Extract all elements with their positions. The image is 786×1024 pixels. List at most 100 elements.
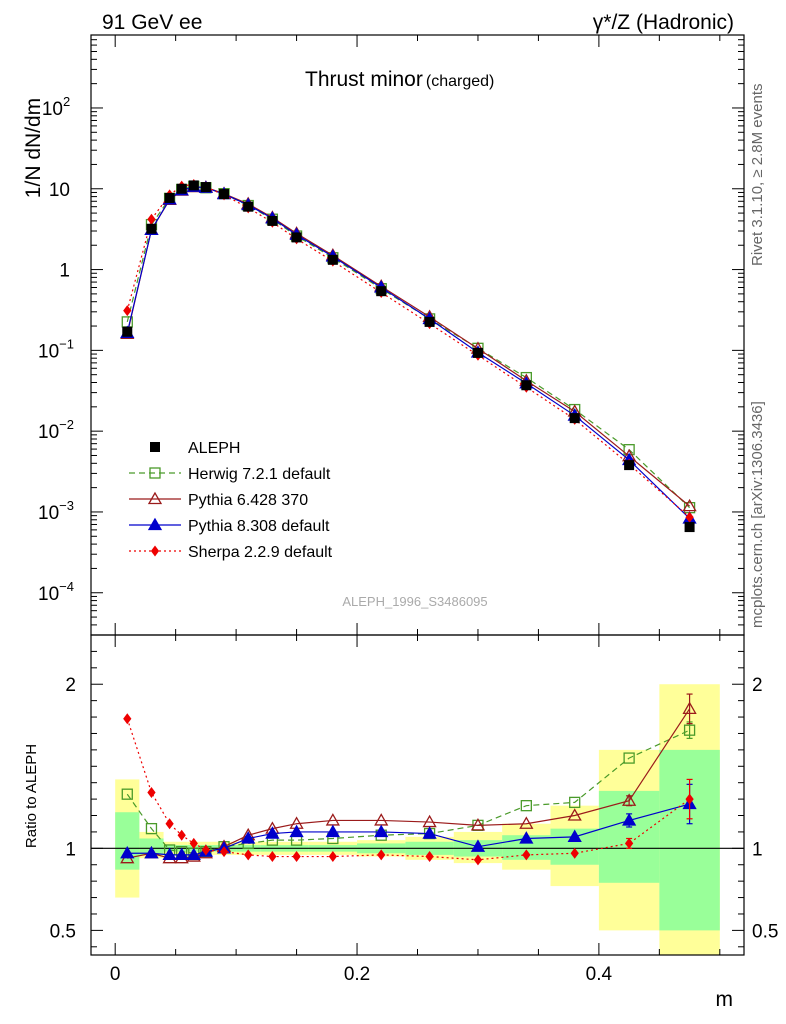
- marker-square: [472, 347, 483, 358]
- marker-diamond: [425, 851, 434, 863]
- marker-diamond: [147, 213, 156, 225]
- rivet-label: Rivet 3.1.10, ≥ 2.8M events: [749, 84, 766, 267]
- marker-diamond: [123, 305, 132, 317]
- y-axis-label-top: 1/N dN/dm: [22, 98, 45, 198]
- marker-square: [267, 215, 278, 226]
- legend-label: Pythia 6.428 370: [188, 492, 308, 509]
- marker-triangle: [162, 847, 177, 861]
- marker-diamond: [685, 793, 694, 805]
- legend-label: Pythia 8.308 default: [188, 518, 330, 535]
- marker-triangle: [682, 498, 697, 512]
- y-tick-label-bottom-right: 0.5: [752, 921, 778, 942]
- y-tick-label-top: 10−1: [38, 336, 74, 362]
- marker-triangle: [567, 808, 582, 821]
- marker-diamond: [328, 851, 337, 863]
- marker-square: [624, 460, 635, 471]
- marker-open-square: [145, 822, 158, 835]
- marker-square: [219, 189, 230, 200]
- marker-diamond: [189, 837, 198, 849]
- marker-square: [291, 232, 302, 243]
- marker-square: [200, 182, 211, 193]
- marker-triangle: [186, 847, 201, 861]
- marker-triangle: [174, 847, 189, 861]
- marker-triangle: [241, 831, 256, 844]
- y-tick-label-top: 102: [42, 94, 70, 120]
- y-tick-label-bottom-right: 2: [752, 675, 763, 696]
- marker-diamond: [219, 846, 229, 858]
- band-inner: [115, 812, 140, 870]
- marker-triangle: [120, 845, 135, 859]
- marker-diamond: [123, 713, 132, 725]
- marker-triangle: [567, 829, 582, 842]
- uncertainty-bands: [91, 684, 744, 955]
- marker-square: [376, 286, 387, 297]
- y-tick-label-top: 10−3: [38, 498, 74, 524]
- marker-triangle: [265, 826, 280, 839]
- axes-ticks: 0 0.2 0.4 10−4 10−3 10−2 10−1 1 10 102 0.5 0.5 1 1 2 2: [38, 34, 778, 985]
- x-tick-label: 0: [110, 964, 121, 985]
- marker-triangle: [374, 813, 389, 826]
- marker-diamond: [147, 787, 156, 799]
- header-left: 91 GeV ee: [102, 11, 202, 34]
- marker-square: [424, 316, 435, 327]
- marker-square: [150, 442, 160, 452]
- legend-label: Sherpa 2.2.9 default: [188, 544, 333, 561]
- marker-diamond: [150, 545, 160, 557]
- marker-triangle: [682, 701, 697, 714]
- x-tick-label: 0.2: [344, 964, 370, 985]
- ratio-plot-series: [120, 693, 697, 866]
- marker-open-square: [121, 788, 133, 800]
- marker-triangle: [422, 826, 437, 839]
- marker-diamond: [522, 849, 531, 861]
- marker-open-square: [520, 800, 532, 812]
- mcplots-label: mcplots.cern.ch [arXiv:1306.3436]: [749, 401, 766, 628]
- marker-diamond: [685, 511, 694, 523]
- y-tick-label-bottom-left: 0.5: [50, 921, 76, 942]
- analysis-watermark: ALEPH_1996_S3486095: [342, 594, 487, 609]
- marker-triangle: [470, 818, 486, 831]
- legend: ALEPH Herwig 7.2.1 default Pythia 6.428 37…: [129, 440, 333, 561]
- header-right: γ*/Z (Hadronic): [593, 11, 734, 34]
- marker-diamond: [473, 854, 483, 866]
- y-tick-label-top: 10−2: [38, 417, 74, 443]
- series-line-1: [126, 185, 690, 509]
- chart-title-sub: (charged): [426, 73, 494, 90]
- marker-diamond: [377, 849, 386, 861]
- marker-diamond: [201, 844, 211, 856]
- legend-label: Herwig 7.2.1 default: [188, 466, 331, 483]
- marker-diamond: [624, 837, 634, 849]
- marker-square: [569, 413, 580, 424]
- x-tick-label: 0.4: [586, 964, 613, 985]
- marker-square: [327, 254, 338, 265]
- marker-open-square: [623, 752, 635, 764]
- marker-triangle: [289, 824, 304, 838]
- marker-triangle: [622, 793, 637, 806]
- marker-triangle: [147, 491, 163, 505]
- series-line-2: [126, 186, 690, 507]
- marker-open-square: [683, 724, 696, 736]
- marker-open-square: [149, 467, 161, 479]
- marker-triangle: [422, 814, 437, 828]
- marker-square: [684, 522, 695, 533]
- marker-diamond: [177, 829, 186, 841]
- marker-square: [176, 183, 187, 194]
- y-tick-label-bottom-left: 1: [65, 839, 76, 860]
- y-tick-label-top: 10−4: [38, 579, 74, 605]
- marker-square: [122, 326, 133, 337]
- main-plot-series: [120, 178, 697, 533]
- band-inner: [659, 749, 720, 931]
- marker-square: [188, 180, 199, 191]
- marker-square: [521, 380, 532, 391]
- marker-diamond: [570, 847, 579, 859]
- marker-triangle: [325, 824, 340, 838]
- marker-diamond: [244, 849, 253, 861]
- marker-square: [146, 223, 157, 234]
- y-tick-label-bottom-right: 1: [752, 839, 763, 860]
- marker-triangle: [519, 816, 534, 829]
- y-tick-label-top: 1: [59, 261, 70, 282]
- y-tick-label-bottom-left: 2: [65, 675, 76, 696]
- marker-open-square: [569, 796, 581, 809]
- ratio-plot-frame: [90, 634, 745, 956]
- y-axis-label-bottom: Ratio to ALEPH: [23, 744, 40, 848]
- y-tick-label-top: 10: [49, 180, 70, 201]
